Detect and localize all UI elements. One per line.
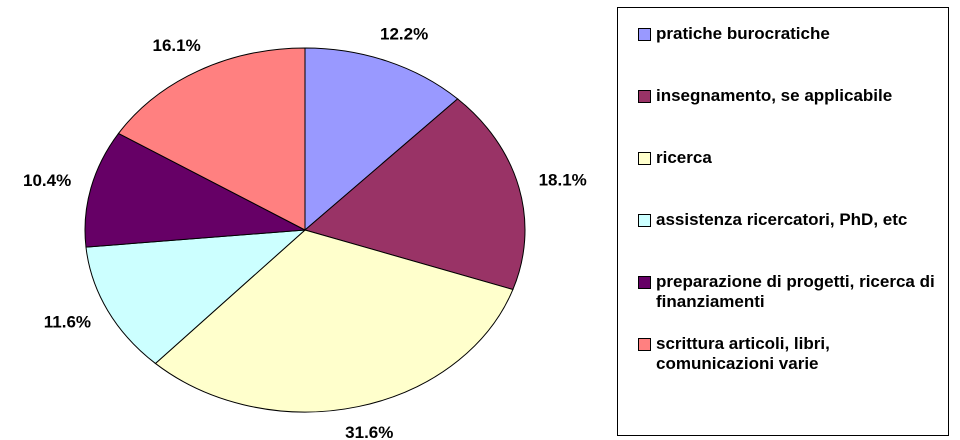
legend-label: scrittura articoli, libri, comunicazioni…: [656, 334, 830, 373]
legend-swatch: [638, 214, 651, 227]
legend-label: ricerca: [656, 148, 712, 167]
legend-item: assistenza ricercatori, PhD, etc: [638, 210, 940, 272]
pie-slice: [84, 132, 307, 248]
legend-swatch: [638, 338, 651, 351]
pie-slice: [304, 47, 459, 232]
legend-item: pratiche burocratiche: [638, 24, 940, 86]
legend-swatch: [638, 28, 651, 41]
legend-item: preparazione di progetti, ricerca di fin…: [638, 272, 940, 334]
legend-label: pratiche burocratiche: [656, 24, 830, 43]
legend-item: scrittura articoli, libri, comunicazioni…: [638, 334, 940, 396]
legend: pratiche burocratiche insegnamento, se ap…: [617, 7, 949, 436]
pie-slice: [85, 229, 307, 365]
legend-swatch: [638, 90, 651, 103]
data-label: 16.1%: [153, 36, 201, 55]
data-label: 31.6%: [345, 423, 393, 440]
data-label: 18.1%: [539, 170, 587, 189]
pie-slice: [117, 47, 306, 231]
pie-slice: [154, 229, 514, 413]
data-label: 10.4%: [23, 171, 71, 190]
legend-swatch: [638, 276, 651, 289]
pie-slice: [303, 98, 526, 291]
chart: 12.2% 18.1% 31.6% 11.6% 10.4% 16.1%: [23, 25, 587, 440]
legend-label: assistenza ricercatori, PhD, etc: [656, 210, 908, 229]
legend-label: insegnamento, se applicabile: [656, 86, 893, 105]
legend-label: preparazione di progetti, ricerca di fin…: [656, 272, 935, 311]
legend-swatch: [638, 152, 651, 165]
data-label: 12.2%: [380, 25, 428, 44]
data-label: 11.6%: [44, 312, 91, 331]
legend-item: ricerca: [638, 148, 940, 210]
legend-item: insegnamento, se applicabile: [638, 86, 940, 148]
